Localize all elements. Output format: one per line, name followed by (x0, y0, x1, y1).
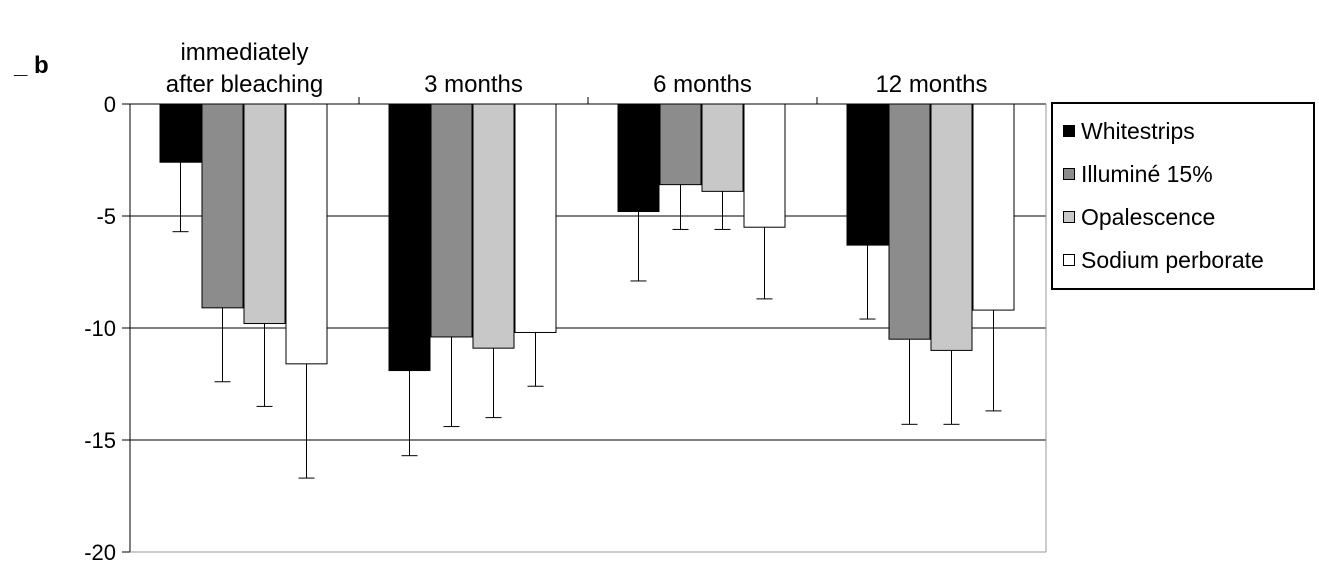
bar (159, 103, 202, 163)
legend-item-sodium-perborate: Sodium perborate (1063, 245, 1264, 275)
bar (888, 103, 931, 340)
legend-item-illumine: Illuminé 15% (1063, 159, 1213, 189)
legend-item-whitestrips: Whitestrips (1063, 116, 1195, 146)
y-axis-label: _ b (14, 52, 49, 79)
bar (285, 103, 328, 365)
legend-item-opalescence: Opalescence (1063, 202, 1215, 232)
legend-swatch-illumine (1063, 168, 1075, 180)
legend-swatch-sodium-perborate (1063, 254, 1075, 266)
bar (846, 103, 889, 246)
bar (243, 103, 286, 325)
x-category-label: 6 months (653, 71, 752, 98)
legend-label-whitestrips: Whitestrips (1081, 117, 1195, 144)
legend-label-opalescence: Opalescence (1081, 203, 1216, 230)
x-category-label: immediately (180, 39, 308, 66)
bar (659, 103, 702, 186)
legend: Whitestrips Illuminé 15% Opalescence Sod… (1051, 102, 1315, 290)
bar (201, 103, 244, 309)
y-tick-label: -5 (96, 204, 116, 229)
legend-swatch-whitestrips (1063, 125, 1075, 137)
bar (472, 103, 515, 349)
y-tick-label: 0 (104, 92, 116, 117)
bar (930, 103, 973, 351)
legend-swatch-opalescence (1063, 211, 1075, 223)
bar (972, 103, 1015, 311)
bar (617, 103, 660, 213)
x-category-label: after bleaching (166, 71, 323, 98)
y-tick-label: -20 (84, 540, 116, 565)
legend-label-sodium-perborate: Sodium perborate (1081, 246, 1264, 273)
bar (514, 103, 557, 333)
x-category-label: 3 months (424, 71, 523, 98)
x-category-label: 12 months (875, 71, 987, 98)
y-tick-label: -10 (84, 316, 116, 341)
bar (701, 103, 744, 192)
bar (743, 103, 786, 228)
legend-label-illumine: Illuminé 15% (1081, 160, 1213, 187)
bar (430, 103, 473, 338)
y-tick-label: -15 (84, 428, 116, 453)
bar (388, 103, 431, 372)
